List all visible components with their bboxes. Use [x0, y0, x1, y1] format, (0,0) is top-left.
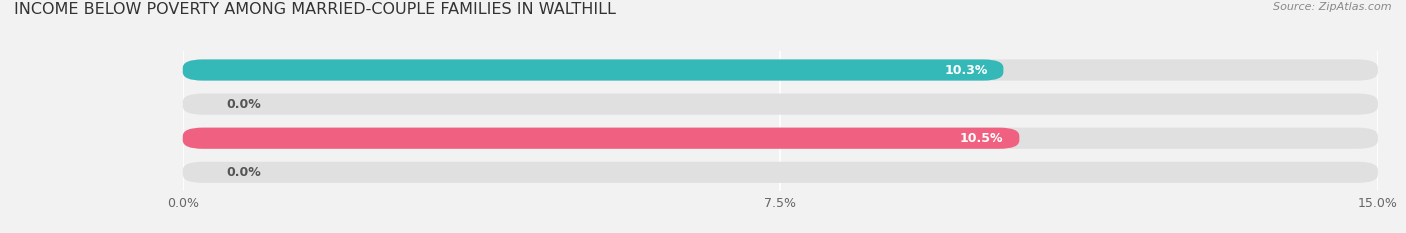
FancyBboxPatch shape: [183, 128, 1019, 149]
Text: 10.3%: 10.3%: [943, 64, 987, 76]
Text: 10.5%: 10.5%: [960, 132, 1004, 145]
Text: INCOME BELOW POVERTY AMONG MARRIED-COUPLE FAMILIES IN WALTHILL: INCOME BELOW POVERTY AMONG MARRIED-COUPL…: [14, 2, 616, 17]
Text: Source: ZipAtlas.com: Source: ZipAtlas.com: [1274, 2, 1392, 12]
FancyBboxPatch shape: [183, 93, 1378, 115]
FancyBboxPatch shape: [183, 128, 1378, 149]
Text: 0.0%: 0.0%: [226, 166, 262, 179]
FancyBboxPatch shape: [183, 59, 1378, 81]
FancyBboxPatch shape: [183, 162, 1378, 183]
FancyBboxPatch shape: [183, 59, 1004, 81]
Text: 0.0%: 0.0%: [226, 98, 262, 111]
